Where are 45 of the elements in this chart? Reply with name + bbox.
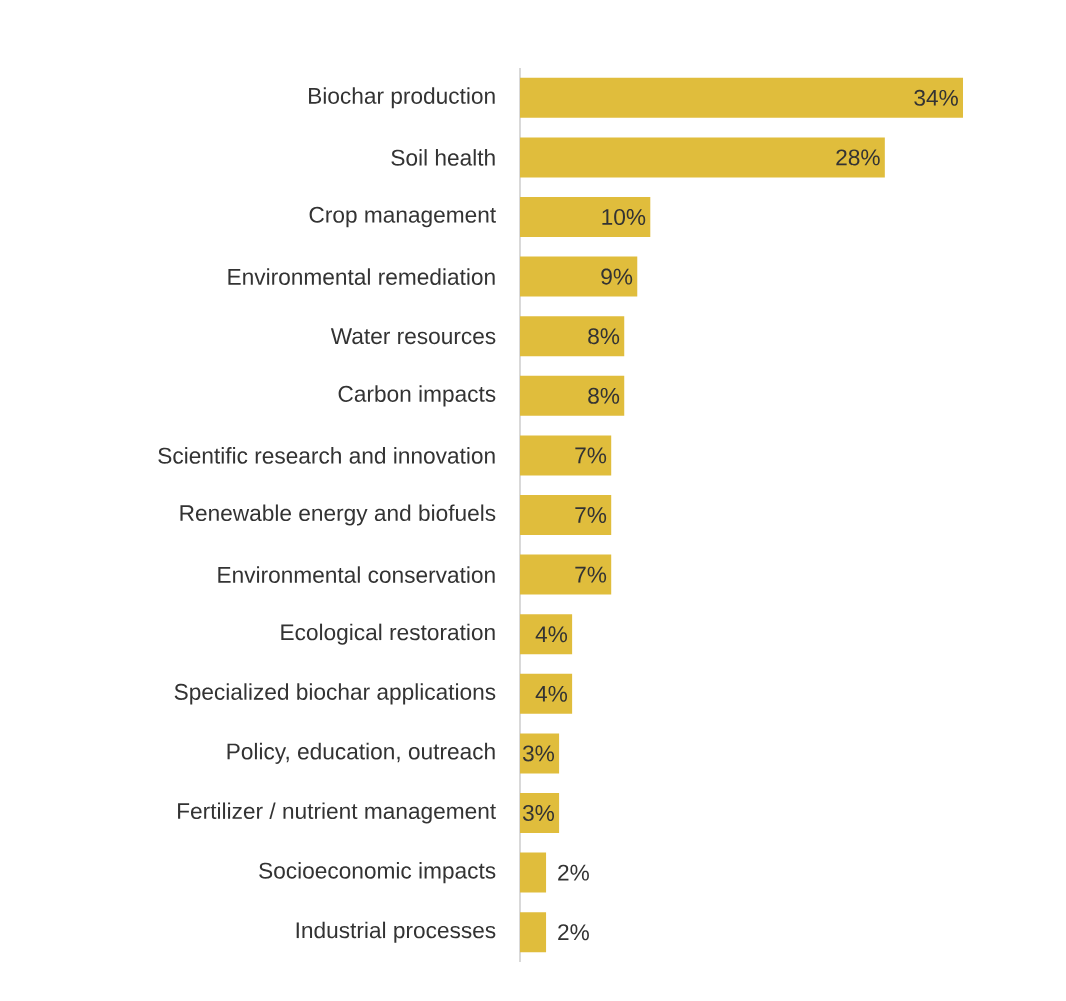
data-label: 2% <box>558 864 589 881</box>
bar <box>520 793 560 834</box>
bar <box>520 77 964 118</box>
y-tick-label: Socioeconomic impacts <box>259 862 496 884</box>
data-label: 34% <box>914 89 958 106</box>
data-label: 3% <box>522 745 555 762</box>
bar <box>520 852 547 893</box>
data-label: 7% <box>575 566 607 583</box>
data-label: 8% <box>588 328 620 345</box>
bar <box>520 554 612 595</box>
bar <box>520 912 547 953</box>
data-label: 9% <box>601 268 633 285</box>
bar <box>520 256 638 297</box>
data-label: 2% <box>558 924 589 941</box>
bar <box>520 316 625 357</box>
bar <box>520 435 612 476</box>
y-tick-label: Environmental conservation <box>218 566 495 583</box>
y-tick-label: Industrial processes <box>296 921 496 943</box>
bar <box>520 614 573 655</box>
y-tick-label: Carbon impacts <box>338 385 496 407</box>
y-tick-label: Crop management <box>309 206 496 228</box>
bar <box>520 673 573 714</box>
bar <box>520 495 612 536</box>
data-label: 4% <box>535 626 568 643</box>
data-label: 8% <box>588 387 620 404</box>
bar <box>520 733 560 774</box>
y-tick-label: Specialized biochar applications <box>174 683 496 705</box>
bar <box>520 137 885 178</box>
bar <box>520 197 651 238</box>
y-tick-label: Policy, education, outreach <box>227 742 495 764</box>
data-label: 28% <box>836 149 880 166</box>
y-tick-label: Fertilizer / nutrient management <box>178 802 496 824</box>
y-tick-label: Environmental remediation <box>228 268 495 285</box>
y-tick-label: Ecological restoration <box>281 623 495 645</box>
y-tick-label: Soil health <box>391 149 495 166</box>
y-tick-label: Water resources <box>330 328 496 345</box>
data-label: 3% <box>522 804 555 822</box>
y-tick-label: Renewable energy and biofuels <box>180 504 496 526</box>
bar <box>520 375 625 416</box>
data-label: 10% <box>602 208 646 226</box>
data-label: 7% <box>575 507 607 523</box>
data-label: 7% <box>575 447 607 464</box>
y-tick-label: Biochar production <box>309 87 495 109</box>
data-label: 4% <box>535 685 568 702</box>
y-tick-label: Scientific research and innovation <box>158 447 495 464</box>
